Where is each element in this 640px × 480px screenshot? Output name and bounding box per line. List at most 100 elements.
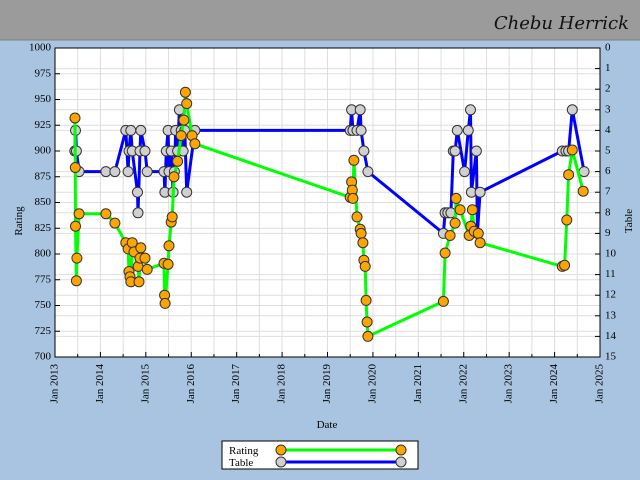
y-right-tick-label: 2 [605,83,611,95]
rating-point [71,252,83,264]
y-right-tick-label: 3 [605,103,611,115]
x-tick-label: Jan 2020 [366,364,378,404]
table-point [470,145,482,157]
y-right-tick-label: 10 [605,248,617,260]
legend-marker-table [395,456,407,468]
rating-point [355,227,367,239]
rating-point [561,214,573,226]
y-left-tick-label: 725 [35,325,52,337]
y-left-tick-label: 750 [35,299,52,311]
y-left-tick-label: 825 [35,222,52,234]
table-point [451,124,463,136]
rating-point [73,208,85,220]
rating-point [181,98,193,110]
rating-point [175,130,187,142]
y-right-tick-label: 7 [605,186,611,198]
legend-label-rating: Rating [229,445,259,457]
table-point [358,145,370,157]
table-point [566,104,578,116]
rating-point [437,295,449,307]
y-left-tick-label: 875 [35,170,52,182]
legend-marker-table [275,456,287,468]
table-point [462,124,474,136]
rating-point [109,217,121,229]
y-left-tick-label: 975 [35,67,52,79]
table-point [125,124,137,136]
y-left-tick-label: 950 [35,93,52,105]
y-right-tick-label: 11 [605,268,616,280]
y-right-tick-label: 1 [605,62,611,74]
rating-point [168,171,180,183]
y-right-tick-label: 4 [605,124,611,136]
y-right-tick-label: 0 [605,42,611,54]
rating-point [166,211,178,223]
rating-point [347,192,359,204]
table-point [139,145,151,157]
rating-point [361,316,373,328]
x-tick-label: Jan 2014 [94,364,106,404]
rating-point [357,237,369,249]
legend-box [221,440,419,470]
rating-point [472,227,484,239]
x-axis: Jan 2013 Jan 2014 Jan 2015 Jan 2016 Jan 2017… [49,352,606,403]
rating-point [69,112,81,124]
table-point [354,104,366,116]
x-tick-label: Jan 2024 [548,364,560,404]
header-band [0,0,640,40]
rating-point [163,240,175,252]
y-axis-left-title: Rating [13,206,25,236]
table-point [132,186,143,198]
rating-point [362,330,374,342]
rating-point [100,208,112,220]
legend-marker-rating [275,444,287,456]
x-tick-label: Jan 2022 [457,364,469,403]
rating-point [159,297,171,309]
y-left-tick-label: 1000 [29,42,52,54]
rating-point [566,144,578,156]
rating-point [444,230,456,241]
x-tick-label: Jan 2016 [185,364,197,404]
rating-point [466,204,478,216]
rating-point [449,217,461,229]
x-tick-label: Jan 2015 [139,364,151,404]
table-point [362,166,374,178]
table-point [459,166,471,178]
x-tick-label: Jan 2019 [321,364,333,404]
rating-point [141,263,153,275]
x-tick-label: Jan 2025 [594,364,606,404]
rating-point [135,242,147,254]
table-point [474,186,486,198]
y-left-tick-label: 925 [35,119,52,131]
legend-label-table: Table [229,457,253,469]
rating-point [454,204,466,216]
rating-point [563,169,575,181]
y-axis-left: 700 725 750 775 800 825 850 875 900 925 950 975 1000 [29,42,60,363]
rating-point [70,220,81,232]
y-left-tick-label: 775 [35,273,52,285]
rating-point [360,294,372,306]
table-point [135,124,147,136]
rating-point [439,247,451,259]
x-tick-label: Jan 2018 [276,364,288,404]
rating-point [559,259,571,271]
rating-point [178,114,190,126]
rating-point [359,260,371,272]
rating-point [474,237,486,249]
rating-point [189,138,201,150]
x-tick-label: Jan 2021 [412,364,424,403]
rating-point [162,258,174,270]
table-point [578,166,590,178]
table-point [122,166,134,178]
y-right-tick-label: 12 [605,289,616,301]
rating-point [577,185,589,197]
y-right-tick-label: 6 [605,165,611,177]
rating-series [69,86,589,342]
rating-point [348,154,360,166]
rating-point [70,275,82,287]
legend: Rating Table [221,440,419,470]
rating-point [172,155,184,167]
rating-point [133,276,145,288]
rating-point [450,192,462,204]
table-point [449,145,461,157]
